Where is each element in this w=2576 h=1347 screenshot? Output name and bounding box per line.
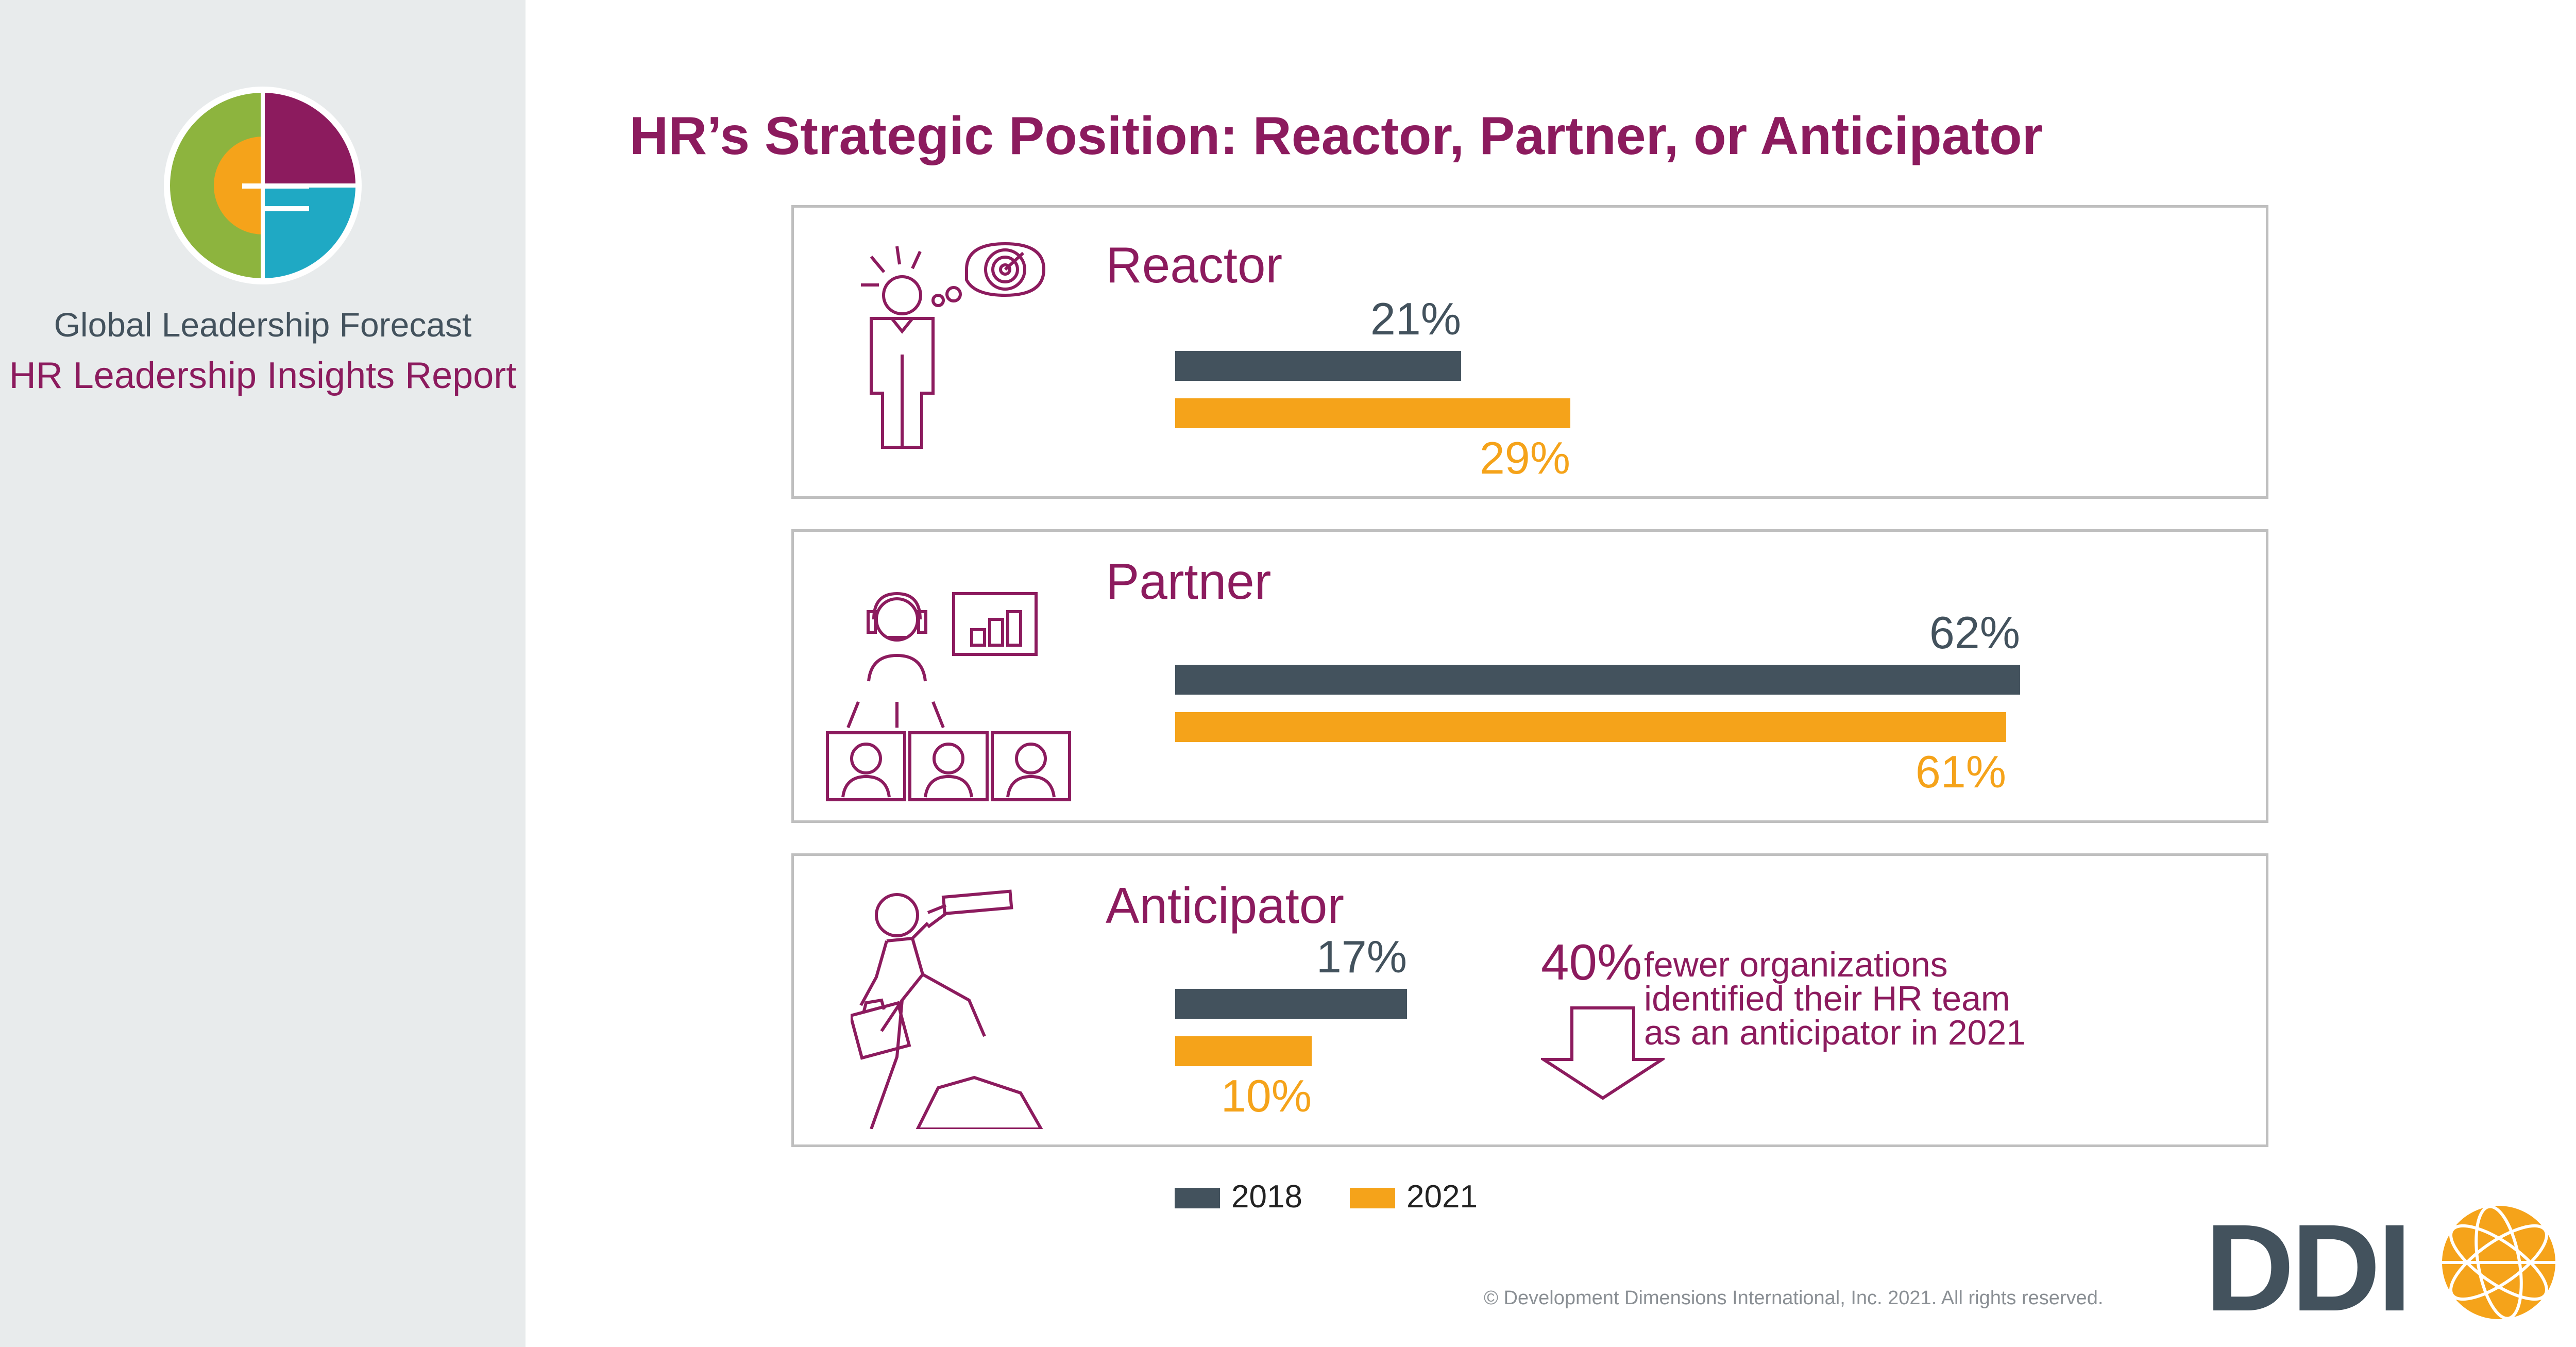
ddi-logo-text: DDI bbox=[2205, 1199, 2412, 1337]
bar-2018-reactor bbox=[1175, 351, 1461, 381]
data-label-2018-anticipator: 17% bbox=[1316, 931, 1407, 982]
panel-reactor: Reactor bbox=[791, 205, 2268, 499]
category-label: Anticipator bbox=[1106, 877, 1345, 934]
data-label-2021-anticipator: 10% bbox=[1221, 1070, 1312, 1121]
legend-label: 2021 bbox=[1406, 1179, 1478, 1215]
data-label-2018-partner: 62% bbox=[1929, 607, 2020, 658]
globe-icon bbox=[2437, 1201, 2561, 1327]
arrow-down-icon bbox=[1538, 1005, 1668, 1103]
data-label-2021-reactor: 29% bbox=[1479, 432, 1570, 483]
bar-2021-partner bbox=[1175, 712, 2006, 742]
sidebar-subtitle: HR Leadership Insights Report bbox=[9, 355, 517, 396]
glf-logo bbox=[162, 85, 363, 286]
bar-2018-partner bbox=[1175, 665, 2020, 695]
reactor-person-icon bbox=[856, 233, 1093, 481]
category-label: Reactor bbox=[1106, 237, 1283, 293]
copyright: © Development Dimensions International, … bbox=[1484, 1287, 2104, 1309]
legend-swatch-2018 bbox=[1175, 1188, 1220, 1208]
legend-swatch-2021 bbox=[1350, 1188, 1395, 1208]
bar-2021-anticipator bbox=[1175, 1036, 1312, 1066]
bar-2021-reactor bbox=[1175, 398, 1570, 428]
annotation-value: 40% bbox=[1541, 934, 1642, 990]
partner-team-icon bbox=[825, 578, 1103, 805]
legend-label: 2018 bbox=[1231, 1179, 1302, 1215]
annotation-line: fewer organizations bbox=[1644, 945, 1948, 984]
sidebar-title: Global Leadership Forecast bbox=[54, 306, 472, 344]
panel-anticipator: Anticipator 40% fewer organizations iden… bbox=[791, 853, 2268, 1147]
data-label-2018-reactor: 21% bbox=[1370, 293, 1461, 344]
page-title: HR’s Strategic Position: Reactor, Partne… bbox=[630, 106, 2043, 166]
data-label-2021-partner: 61% bbox=[1915, 746, 2006, 797]
annotation-line: as an anticipator in 2021 bbox=[1644, 1013, 2026, 1052]
category-label: Partner bbox=[1106, 553, 1272, 610]
annotation: 40% fewer organizations identified their… bbox=[1538, 933, 2211, 1139]
anticipator-climber-icon bbox=[851, 887, 1067, 1129]
sidebar: Global Leadership Forecast HR Leadership… bbox=[0, 0, 526, 1347]
bar-2018-anticipator bbox=[1175, 989, 1407, 1019]
annotation-line: identified their HR team bbox=[1644, 979, 2010, 1018]
